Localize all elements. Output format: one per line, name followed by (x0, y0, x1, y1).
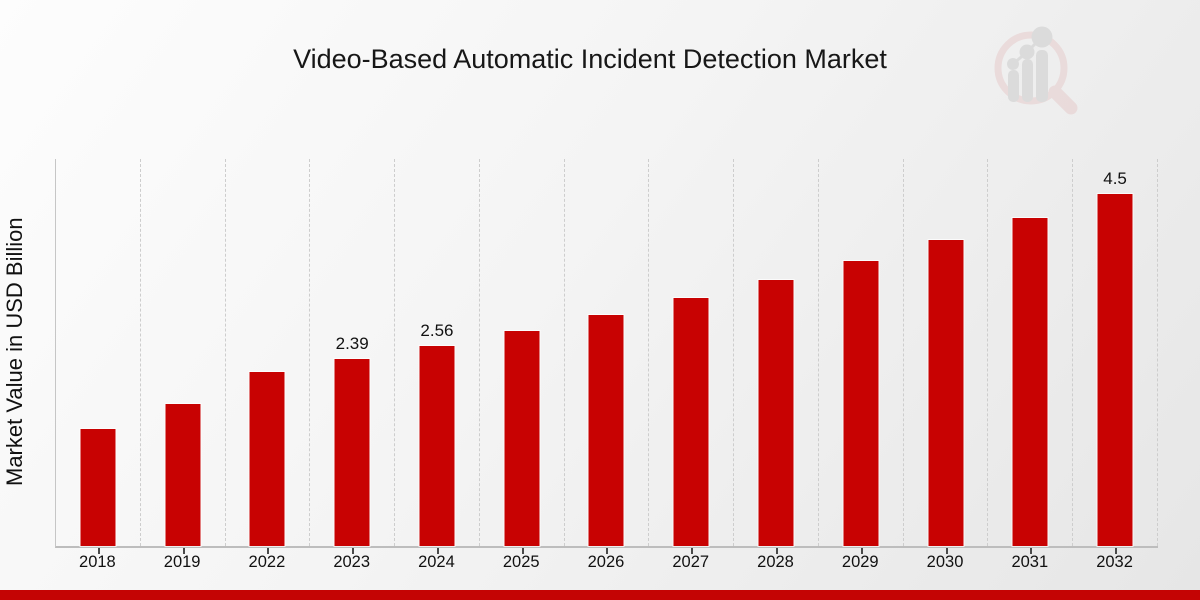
plot-area: 2.39 2.56 4.5 (55, 159, 1158, 554)
x-tick-label-2019: 2019 (163, 553, 201, 571)
x-tick-2031 (1030, 548, 1033, 554)
category-column-2024: 2.56 (395, 159, 480, 554)
x-tick-2022 (267, 548, 270, 554)
x-tick-label-2027: 2027 (672, 553, 710, 571)
category-column-2022 (226, 159, 311, 554)
x-tick-label-2022: 2022 (248, 553, 286, 571)
category-column-2032: 4.5 (1073, 159, 1158, 554)
category-column-2023: 2.39 (310, 159, 396, 554)
bar-2023 (334, 359, 370, 546)
x-tick-label-2031: 2031 (1011, 553, 1049, 571)
bar-2019 (165, 404, 201, 546)
bar-2030 (928, 240, 964, 546)
category-column-2026 (565, 159, 650, 554)
category-column-2028 (734, 159, 819, 554)
category-column-2030 (904, 159, 989, 554)
magnifier-bar-chart-logo-icon (985, 24, 1085, 116)
x-tick-label-2024: 2024 (418, 553, 455, 571)
category-column-2019 (141, 159, 226, 554)
category-column-2029 (819, 159, 904, 554)
bar-2029 (843, 261, 879, 546)
x-tick-label-2018: 2018 (79, 553, 116, 571)
bar-2031 (1012, 218, 1048, 546)
x-tick-2030 (945, 548, 948, 554)
category-column-2027 (649, 159, 735, 554)
bar-value-label-2023: 2.39 (335, 334, 369, 353)
bar-2026 (588, 315, 624, 546)
x-tick-label-2032: 2032 (1096, 553, 1133, 571)
x-tick-2026 (606, 548, 609, 554)
x-tick-2024 (436, 548, 439, 554)
x-tick-label-2030: 2030 (926, 553, 964, 571)
bar-2022 (249, 372, 285, 546)
bar-2018 (80, 429, 116, 546)
y-axis-label: Market Value in USD Billion (2, 217, 27, 487)
bar-2032 (1097, 194, 1133, 546)
bottom-accent-band (0, 590, 1200, 600)
x-tick-label-2023: 2023 (333, 553, 371, 571)
x-tick-2028 (776, 548, 778, 554)
category-column-2025 (480, 159, 565, 554)
bar-value-label-2024: 2.56 (420, 321, 454, 340)
bar-2028 (758, 280, 794, 546)
x-tick-label-2029: 2029 (841, 553, 879, 571)
bar-2025 (504, 331, 540, 546)
x-tick-2032 (1115, 548, 1118, 554)
bar-2024 (419, 346, 455, 546)
x-axis: 2018 2019 2022 2023 2024 2025 2026 2027 2028 2029… (55, 553, 1157, 575)
category-column-2018 (56, 159, 141, 554)
x-tick-2019 (182, 548, 185, 554)
x-tick-2027 (691, 548, 694, 554)
bar-2027 (673, 298, 709, 546)
chart-title: Video-Based Automatic Incident Detection… (293, 44, 887, 74)
x-tick-label-2026: 2026 (587, 553, 625, 571)
category-column-2031 (988, 159, 1074, 554)
x-tick-2029 (860, 548, 863, 554)
x-tick-2025 (521, 548, 524, 554)
bar-value-label-2032: 4.5 (1103, 169, 1127, 188)
x-tick-2023 (352, 548, 355, 554)
x-tick-label-2025: 2025 (502, 553, 540, 571)
x-tick-2018 (97, 548, 100, 554)
x-tick-label-2028: 2028 (757, 553, 794, 571)
